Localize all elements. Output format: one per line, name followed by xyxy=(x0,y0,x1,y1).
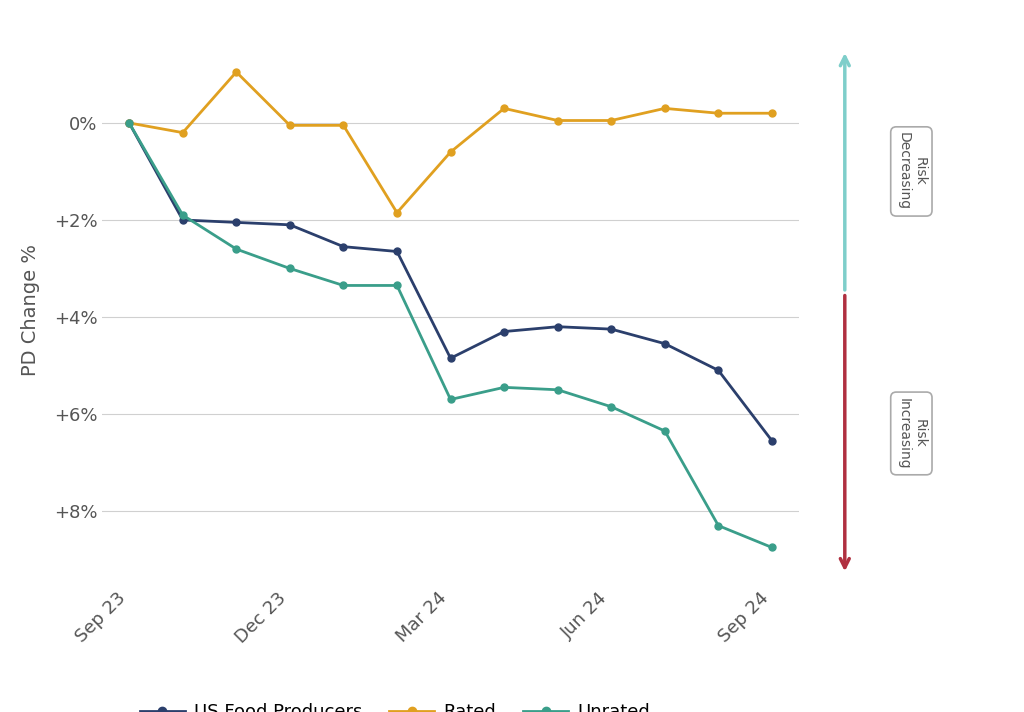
Legend: US Food Producers, Rated, Unrated: US Food Producers, Rated, Unrated xyxy=(132,696,657,712)
Text: Risk
Increasing: Risk Increasing xyxy=(896,397,927,469)
Text: Risk
Decreasing: Risk Decreasing xyxy=(896,132,927,211)
Y-axis label: PD Change %: PD Change % xyxy=(22,244,40,376)
